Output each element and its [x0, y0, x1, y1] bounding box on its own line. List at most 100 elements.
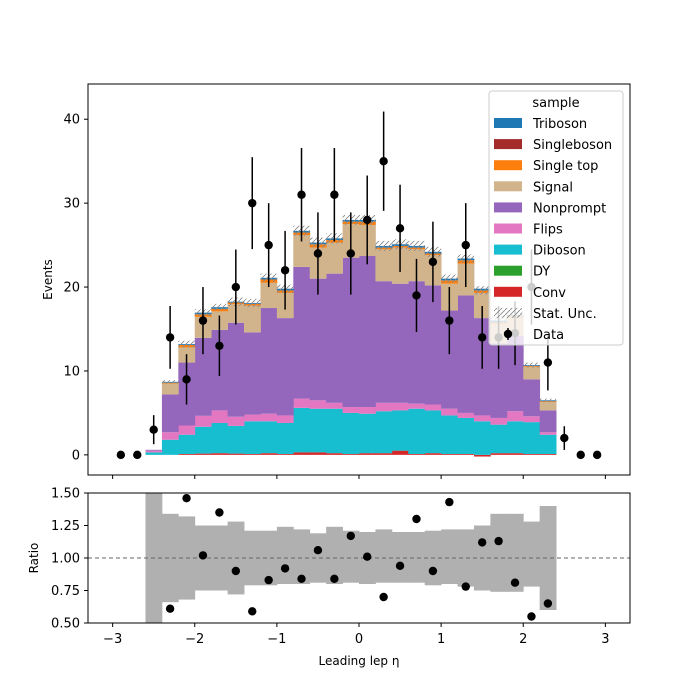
ratio-x-ticks: −3 −2 −1 0 1 2 3	[103, 623, 610, 647]
bar-flips	[227, 416, 245, 426]
ratio-band-bin	[441, 529, 458, 584]
ratio-point	[527, 612, 536, 621]
legend-swatch-stat-unc	[494, 307, 522, 318]
bar-signal	[161, 383, 179, 395]
ratio-point	[346, 531, 355, 541]
bar-diboson	[457, 417, 475, 455]
ratio-band-bin	[293, 529, 311, 584]
data-point	[165, 333, 175, 342]
ratio-x-tick-label: 3	[601, 632, 609, 647]
bar-conv	[424, 453, 442, 455]
bar-conv	[441, 454, 458, 455]
bar-nonprompt	[309, 278, 327, 401]
bar-diboson	[260, 421, 278, 454]
bar-conv	[457, 454, 475, 455]
stat-unc-hatch	[178, 340, 195, 348]
bar-nonprompt	[227, 322, 245, 417]
bar-nonprompt	[490, 343, 508, 418]
bar-diboson	[211, 422, 229, 454]
bar-flips	[523, 416, 541, 423]
ratio-band-bin	[145, 493, 163, 623]
bar-diboson	[227, 425, 245, 454]
stat-unc-hatch	[539, 398, 557, 403]
bar-signal	[326, 242, 343, 274]
legend: sample Triboson Singleboson Single top Sign…	[488, 90, 624, 346]
data-point	[313, 249, 323, 258]
bar-nonprompt	[391, 283, 409, 403]
bar-nonprompt	[408, 281, 426, 404]
legend-swatch-single-top	[494, 160, 522, 171]
bar-conv	[342, 454, 360, 455]
legend-swatch-dy	[494, 265, 522, 276]
ratio-y-ticks: 0.50 0.75 1.00 1.25 1.50	[51, 487, 88, 632]
data-point	[297, 190, 306, 199]
ratio-point	[494, 536, 503, 546]
bar-conv	[178, 454, 196, 455]
bar-flips	[145, 450, 163, 453]
bar-diboson	[506, 421, 524, 454]
data-point	[395, 224, 405, 233]
bar-diboson	[145, 452, 163, 455]
data-point	[149, 425, 158, 434]
bar-nonprompt	[194, 337, 212, 416]
ratio-band-bin	[408, 532, 426, 583]
stat-unc-hatch	[473, 286, 491, 295]
main-y-tick-label: 20	[63, 281, 80, 296]
ratio-point	[477, 538, 487, 547]
bar-conv	[227, 453, 245, 455]
bar-flips	[244, 414, 261, 422]
data-point	[461, 240, 470, 250]
bar-signal	[260, 282, 278, 309]
bar-conv	[539, 454, 557, 455]
bar-nonprompt	[326, 273, 343, 403]
bar-flips	[424, 404, 442, 411]
bar-nonprompt	[375, 281, 393, 403]
legend-swatch-conv	[494, 286, 522, 297]
ratio-point	[379, 592, 388, 602]
bar-nonprompt	[539, 410, 557, 433]
data-point	[182, 375, 191, 384]
bar-nonprompt	[161, 394, 179, 433]
main-y-tick-label: 10	[63, 364, 80, 379]
bar-flips	[359, 407, 376, 414]
bar-conv	[309, 452, 327, 455]
data-point	[133, 450, 142, 460]
ratio-band-bin	[161, 513, 179, 603]
ratio-point	[428, 566, 438, 576]
data-point	[215, 341, 224, 350]
bar-conv	[391, 450, 409, 455]
bar-conv	[473, 454, 491, 457]
bar-conv	[244, 454, 261, 455]
data-point	[379, 156, 388, 166]
stat-unc-hatch	[161, 380, 179, 384]
data-point	[264, 240, 273, 250]
bar-conv	[408, 454, 426, 455]
ratio-x-tick-label: −1	[267, 632, 286, 647]
main-x-ticks	[112, 475, 606, 479]
bar-conv	[359, 453, 376, 455]
bar-diboson	[309, 408, 327, 453]
main-y-tick-label: 40	[63, 113, 80, 128]
ratio-y-tick-label: 0.50	[51, 617, 80, 632]
bar-diboson	[490, 424, 508, 454]
bar-flips	[194, 415, 212, 427]
ratio-point	[313, 546, 323, 555]
bar-diboson	[276, 422, 294, 455]
ratio-band-bin	[260, 530, 278, 586]
stat-unc-hatch	[441, 274, 458, 283]
bar-diboson	[244, 421, 261, 455]
bar-diboson	[375, 411, 393, 454]
ratio-point	[395, 561, 405, 570]
ratio-band-bin	[391, 532, 409, 583]
stat-unc-hatch	[408, 240, 425, 251]
bar-nonprompt	[244, 332, 261, 415]
ratio-point	[182, 494, 191, 503]
bar-diboson	[523, 422, 541, 455]
bar-conv	[523, 454, 541, 455]
ratio-point	[461, 582, 470, 591]
ratio-point	[363, 552, 372, 561]
ratio-band-bin	[375, 529, 393, 583]
bar-conv	[293, 452, 311, 455]
bar-diboson	[342, 412, 360, 455]
